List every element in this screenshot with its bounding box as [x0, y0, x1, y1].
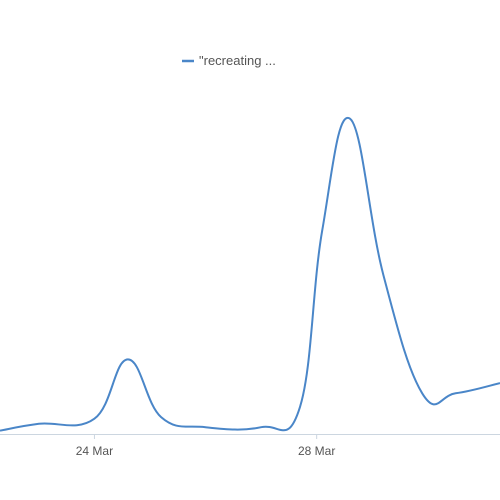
legend[interactable]: "recreating ...	[182, 53, 276, 68]
series-line[interactable]	[0, 116, 500, 432]
legend-label: "recreating ...	[199, 53, 276, 68]
x-tick-label: 28 Mar	[298, 444, 335, 458]
x-axis-ticks: 24 Mar 28 Mar	[76, 434, 335, 458]
x-tick-label: 24 Mar	[76, 444, 113, 458]
